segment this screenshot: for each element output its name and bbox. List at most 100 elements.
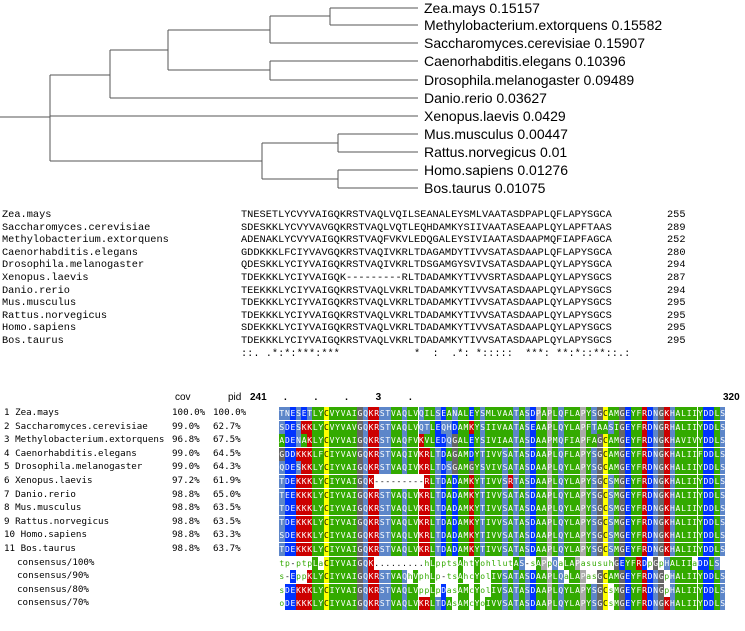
residue-cell: A bbox=[597, 420, 603, 434]
residue-cell: T bbox=[435, 502, 441, 516]
residue-cell: R bbox=[373, 407, 380, 420]
residue-cell: Y bbox=[630, 434, 637, 448]
alignment-row-length: 252 bbox=[667, 234, 686, 247]
residue-cell: L bbox=[491, 407, 497, 420]
residue-cell: S bbox=[524, 515, 531, 529]
residue-cell: K bbox=[295, 515, 302, 529]
residue-cell: Y bbox=[474, 488, 480, 502]
consensus-cell: L bbox=[312, 570, 319, 584]
residue-cell: S bbox=[719, 515, 726, 529]
residue-cell: A bbox=[608, 461, 614, 475]
residue-cell: V bbox=[491, 543, 497, 556]
residue-cell: T bbox=[513, 447, 519, 461]
residue-cell: Y bbox=[318, 407, 324, 420]
residue-cell: A bbox=[396, 502, 402, 516]
consensus-cell: C bbox=[323, 597, 330, 611]
residue-cell: N bbox=[652, 434, 659, 448]
residue-cell: Q bbox=[558, 515, 564, 529]
residue-cell: E bbox=[290, 502, 296, 516]
residue-cell: L bbox=[680, 420, 687, 434]
consensus-cell: . bbox=[402, 558, 407, 568]
residue-cell: A bbox=[345, 420, 352, 434]
residue-cell: K bbox=[368, 529, 374, 543]
residue-cell: A bbox=[541, 543, 547, 556]
residue-cell: C bbox=[602, 488, 609, 502]
residue-cell: L bbox=[680, 475, 687, 488]
residue-cell: N bbox=[652, 529, 659, 543]
residue-cell: K bbox=[301, 475, 307, 488]
mview-row-name: 6 Xenopus.laevis bbox=[4, 475, 93, 486]
mview-row-cov: 98.8% bbox=[172, 515, 200, 527]
consensus-cell: p bbox=[424, 585, 430, 595]
residue-cell: A bbox=[345, 475, 352, 488]
residue-cell: V bbox=[491, 447, 497, 461]
consensus-cell: V bbox=[340, 597, 346, 611]
residue-cell: D bbox=[451, 529, 458, 543]
residue-cell: L bbox=[552, 475, 558, 488]
consensus-cell: Y bbox=[474, 597, 480, 611]
residue-cell: L bbox=[714, 475, 720, 488]
consensus-cell: p bbox=[296, 572, 301, 582]
residue-cell: - bbox=[379, 477, 385, 486]
consensus-cell: A bbox=[608, 570, 614, 584]
mview-row-name: 5 Drosophila.melanogaster bbox=[4, 461, 143, 473]
residue-cell: C bbox=[602, 447, 609, 461]
consensus-cell: M bbox=[613, 597, 620, 611]
residue-cell: Q bbox=[362, 447, 369, 461]
residue-cell: G bbox=[619, 407, 625, 420]
consensus-cell: h bbox=[485, 558, 491, 568]
alignment-row-length: 294 bbox=[667, 259, 686, 272]
consensus-cell: l bbox=[485, 572, 491, 582]
consensus-cell: A bbox=[669, 556, 676, 570]
residue-cell: I bbox=[686, 515, 692, 529]
residue-cell: Q bbox=[558, 475, 564, 488]
residue-cell: Y bbox=[585, 475, 592, 488]
residue-cell: Q bbox=[558, 488, 564, 502]
residue-cell: Q bbox=[401, 420, 408, 434]
residue-cell: M bbox=[613, 407, 620, 420]
consensus-cell: L bbox=[429, 597, 436, 611]
residue-cell: R bbox=[373, 447, 380, 461]
column-header-cov: cov bbox=[175, 392, 191, 403]
residue-cell: Q bbox=[401, 461, 408, 475]
residue-cell: A bbox=[574, 529, 581, 543]
residue-cell: I bbox=[424, 407, 430, 420]
residue-cell: G bbox=[597, 515, 603, 529]
consensus-cell: D bbox=[440, 583, 447, 597]
consensus-cell: A bbox=[507, 597, 514, 611]
residue-cell: Q bbox=[362, 502, 369, 516]
residue-cell: A bbox=[345, 447, 352, 461]
residue-cell: Y bbox=[474, 461, 480, 475]
consensus-cell: p bbox=[301, 572, 307, 582]
residue-cell: I bbox=[329, 475, 335, 488]
residue-cell: A bbox=[608, 447, 614, 461]
residue-cell: L bbox=[680, 502, 687, 516]
residue-cell: R bbox=[424, 447, 430, 461]
residue-cell: F bbox=[636, 488, 642, 502]
consensus-cell: K bbox=[418, 597, 425, 611]
residue-cell: V bbox=[496, 488, 503, 502]
residue-cell: D bbox=[284, 543, 291, 556]
consensus-cell: G bbox=[658, 570, 665, 584]
consensus-cell: Y bbox=[585, 597, 592, 611]
residue-cell: V bbox=[491, 434, 497, 448]
residue-cell: C bbox=[323, 447, 330, 461]
residue-cell: R bbox=[373, 420, 380, 434]
residue-cell: H bbox=[669, 502, 676, 516]
residue-cell: S bbox=[295, 461, 302, 475]
residue-cell: L bbox=[552, 529, 558, 543]
residue-cell: Y bbox=[697, 529, 704, 543]
consensus-cell: K bbox=[664, 597, 670, 611]
residue-cell: A bbox=[518, 543, 525, 556]
residue-cell: Q bbox=[401, 407, 408, 420]
residue-cell: Y bbox=[318, 502, 324, 516]
residue-cell: E bbox=[440, 407, 447, 420]
consensus-cell: a bbox=[558, 558, 564, 568]
residue-cell: D bbox=[708, 475, 715, 488]
residue-cell: S bbox=[295, 420, 302, 434]
residue-cell: D bbox=[708, 502, 715, 516]
residue-cell: L bbox=[714, 502, 720, 516]
residue-cell: G bbox=[451, 434, 458, 448]
mview-row-cov: 98.8% bbox=[172, 502, 200, 514]
residue-cell: Y bbox=[318, 420, 324, 434]
